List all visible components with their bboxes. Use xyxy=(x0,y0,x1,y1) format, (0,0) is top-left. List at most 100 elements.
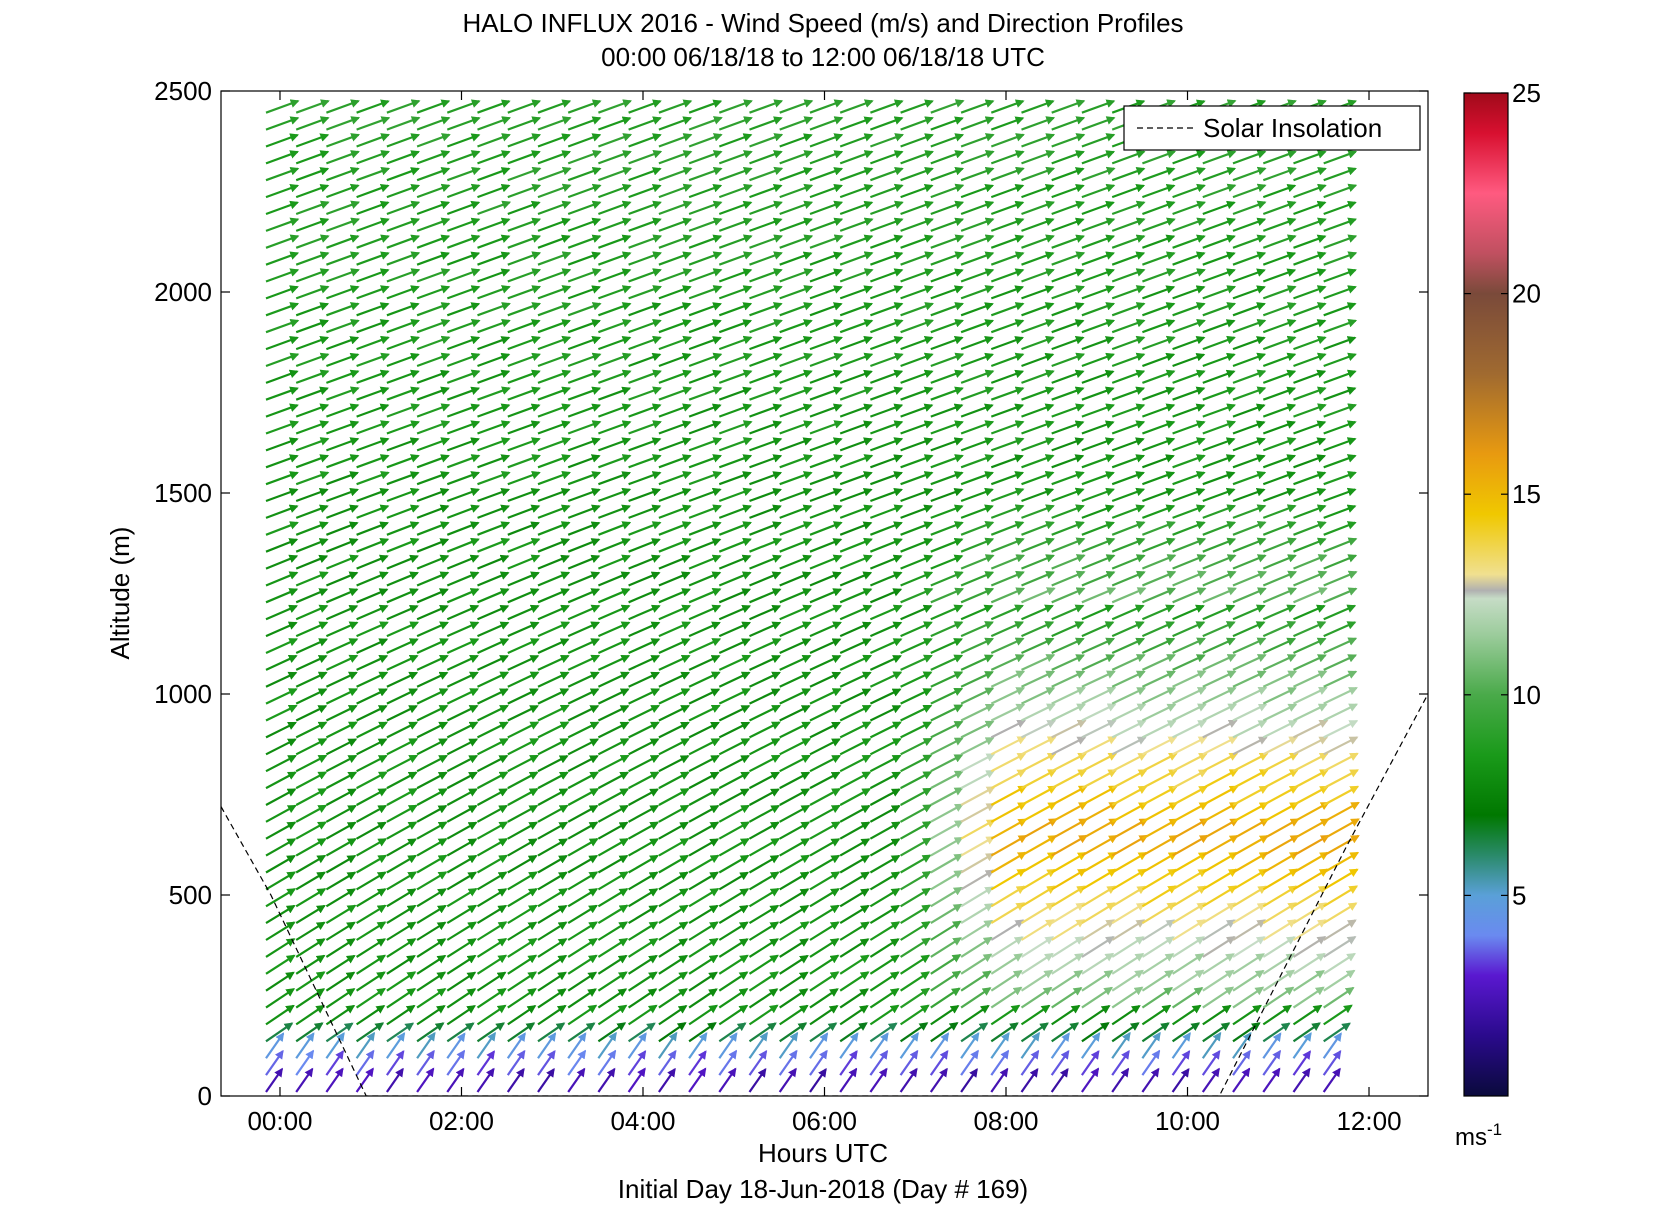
wind-arrow xyxy=(356,904,387,925)
wind-arrow xyxy=(537,738,570,756)
wind-arrow xyxy=(295,838,327,857)
wind-arrow xyxy=(386,150,420,165)
wind-arrow xyxy=(386,854,417,874)
wind-arrow xyxy=(446,854,478,874)
wind-arrow xyxy=(386,671,419,688)
wind-arrow xyxy=(386,654,419,671)
wind-arrow xyxy=(265,688,298,705)
wind-arrow xyxy=(507,604,540,621)
wind-arrow xyxy=(537,183,572,199)
wind-arrow xyxy=(416,721,449,739)
wind-arrow xyxy=(446,285,481,300)
wind-arrow xyxy=(386,804,418,823)
wind-arrow xyxy=(537,200,572,216)
wind-arrow xyxy=(507,537,541,553)
wind-arrow xyxy=(386,504,420,519)
wind-arrow xyxy=(567,804,599,823)
wind-arrow xyxy=(265,1049,284,1076)
wind-arrow xyxy=(265,504,299,519)
wind-arrow xyxy=(416,133,451,148)
wind-arrow xyxy=(476,921,508,941)
wind-arrow xyxy=(326,150,360,165)
wind-arrow xyxy=(416,251,450,266)
wind-arrow xyxy=(295,150,330,165)
wind-arrow xyxy=(265,285,299,300)
wind-arrow xyxy=(325,854,357,874)
wind-arrow xyxy=(295,588,329,604)
wind-arrow xyxy=(416,804,448,823)
wind-arrow xyxy=(476,987,507,1009)
wind-arrow xyxy=(416,352,451,368)
wind-arrow xyxy=(477,537,511,553)
wind-arrow xyxy=(507,554,541,570)
wind-arrow xyxy=(477,470,511,486)
wind-arrow xyxy=(446,487,480,503)
wind-arrow xyxy=(416,1031,436,1059)
wind-arrow xyxy=(567,788,600,806)
wind-arrow xyxy=(386,200,421,216)
wind-arrow xyxy=(477,268,511,283)
wind-arrow xyxy=(386,437,420,452)
wind-arrow xyxy=(386,888,417,908)
wind-arrow xyxy=(506,1067,525,1093)
wind-arrow xyxy=(356,470,390,486)
wind-arrow xyxy=(356,487,390,503)
colorbar-tick-label: 10 xyxy=(1512,680,1541,710)
wind-arrow xyxy=(477,604,510,621)
wind-arrow xyxy=(416,521,450,536)
wind-arrow xyxy=(326,183,360,199)
wind-arrow xyxy=(325,904,357,925)
wind-arrow xyxy=(265,471,299,486)
wind-arrow xyxy=(325,621,359,638)
wind-arrow xyxy=(356,554,389,570)
wind-arrow xyxy=(477,318,511,334)
wind-arrow xyxy=(265,721,297,739)
wind-arrow xyxy=(416,268,451,283)
wind-arrow xyxy=(476,1067,495,1093)
wind-arrow xyxy=(265,454,299,469)
wind-arrow xyxy=(325,754,358,773)
colorbar-gradient xyxy=(1463,92,1509,1097)
wind-arrow xyxy=(356,721,388,739)
wind-arrow xyxy=(507,487,541,503)
wind-arrow xyxy=(295,921,326,941)
wind-arrow xyxy=(295,804,328,823)
wind-arrow xyxy=(325,588,359,604)
wind-arrow xyxy=(446,571,480,587)
wind-arrow xyxy=(567,871,599,891)
wind-arrow xyxy=(356,754,388,773)
wind-arrow xyxy=(356,821,387,840)
wind-arrow xyxy=(356,150,390,165)
wind-arrow xyxy=(326,234,360,249)
wind-arrow xyxy=(326,200,360,216)
wind-arrow xyxy=(416,403,451,418)
wind-arrow xyxy=(265,738,297,756)
wind-arrow xyxy=(446,521,480,536)
wind-arrow xyxy=(446,688,479,705)
wind-arrow xyxy=(446,904,478,925)
wind-arrow xyxy=(446,504,480,519)
wind-arrow xyxy=(386,688,419,705)
wind-arrow xyxy=(416,654,449,671)
wind-arrow xyxy=(416,971,447,992)
wind-arrow xyxy=(477,504,510,519)
wind-arrow xyxy=(446,454,481,469)
wind-arrow xyxy=(537,470,571,486)
wind-arrow xyxy=(386,638,419,655)
wind-arrow xyxy=(355,1004,386,1026)
wind-arrow xyxy=(386,721,419,739)
wind-arrow xyxy=(295,604,329,621)
wind-arrow xyxy=(507,335,541,351)
wind-arrow xyxy=(386,369,420,384)
wind-arrow xyxy=(265,268,300,283)
wind-arrow xyxy=(477,554,510,570)
wind-arrow xyxy=(265,988,296,1009)
wind-arrow xyxy=(537,504,571,519)
wind-arrow xyxy=(265,671,298,688)
wind-arrow xyxy=(446,217,481,232)
wind-arrow xyxy=(386,335,420,351)
wind-arrow xyxy=(325,688,359,705)
wind-arrow xyxy=(295,200,330,216)
wind-arrow xyxy=(537,904,568,925)
wind-arrow xyxy=(355,1031,376,1059)
